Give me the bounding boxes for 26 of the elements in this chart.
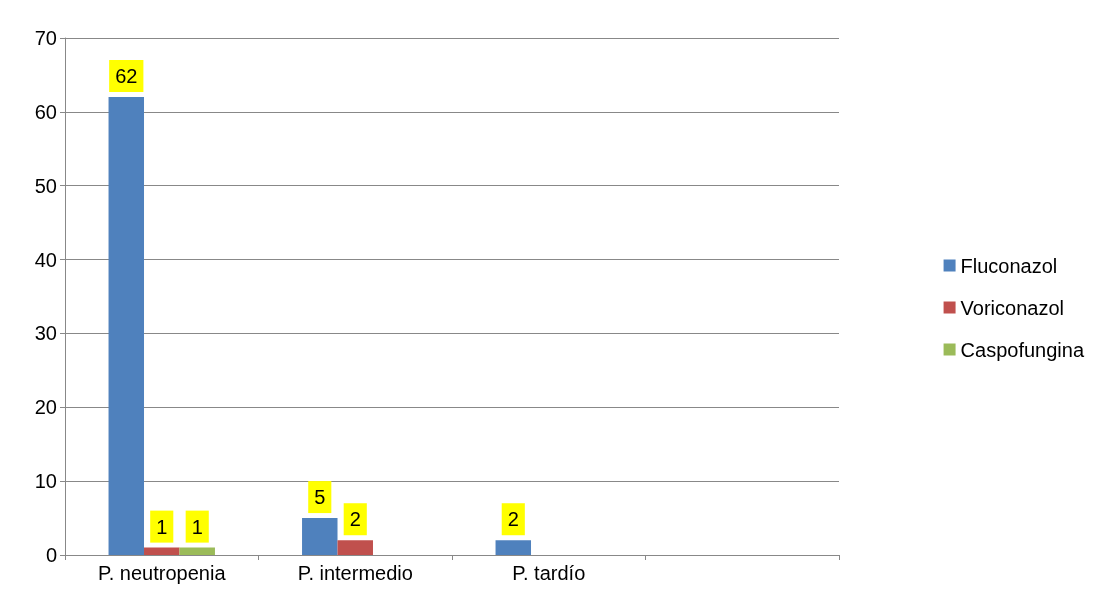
- y-tick-label: 30: [34, 322, 57, 345]
- x-tick-label: P. intermedio: [297, 562, 413, 584]
- y-tick-label: 60: [34, 100, 57, 123]
- y-tick-label: 0: [45, 544, 57, 566]
- bar: [302, 518, 338, 555]
- bar: [337, 540, 373, 555]
- y-tick-label: 10: [34, 470, 57, 493]
- data-label: 62: [115, 65, 138, 88]
- bar: [144, 547, 180, 555]
- data-label: 5: [314, 486, 326, 509]
- bar: [495, 540, 532, 555]
- x-tick-label: P. neutropenia: [97, 562, 227, 584]
- legend-label: Voriconazol: [960, 296, 1064, 319]
- x-tick-label: P. tardío: [512, 562, 586, 584]
- data-label: 1: [191, 515, 203, 538]
- data-label: 2: [349, 508, 361, 531]
- legend-label: Caspofungina: [960, 338, 1085, 361]
- bar: [108, 97, 145, 555]
- y-tick-label: 50: [34, 174, 57, 197]
- legend-label: Fluconazol: [960, 254, 1058, 277]
- data-label: 2: [507, 508, 519, 531]
- data-label: 1: [156, 515, 168, 538]
- y-tick-label: 40: [34, 248, 57, 271]
- y-tick-label: 70: [34, 27, 57, 49]
- y-tick-label: 20: [34, 396, 57, 419]
- bar: [179, 547, 215, 555]
